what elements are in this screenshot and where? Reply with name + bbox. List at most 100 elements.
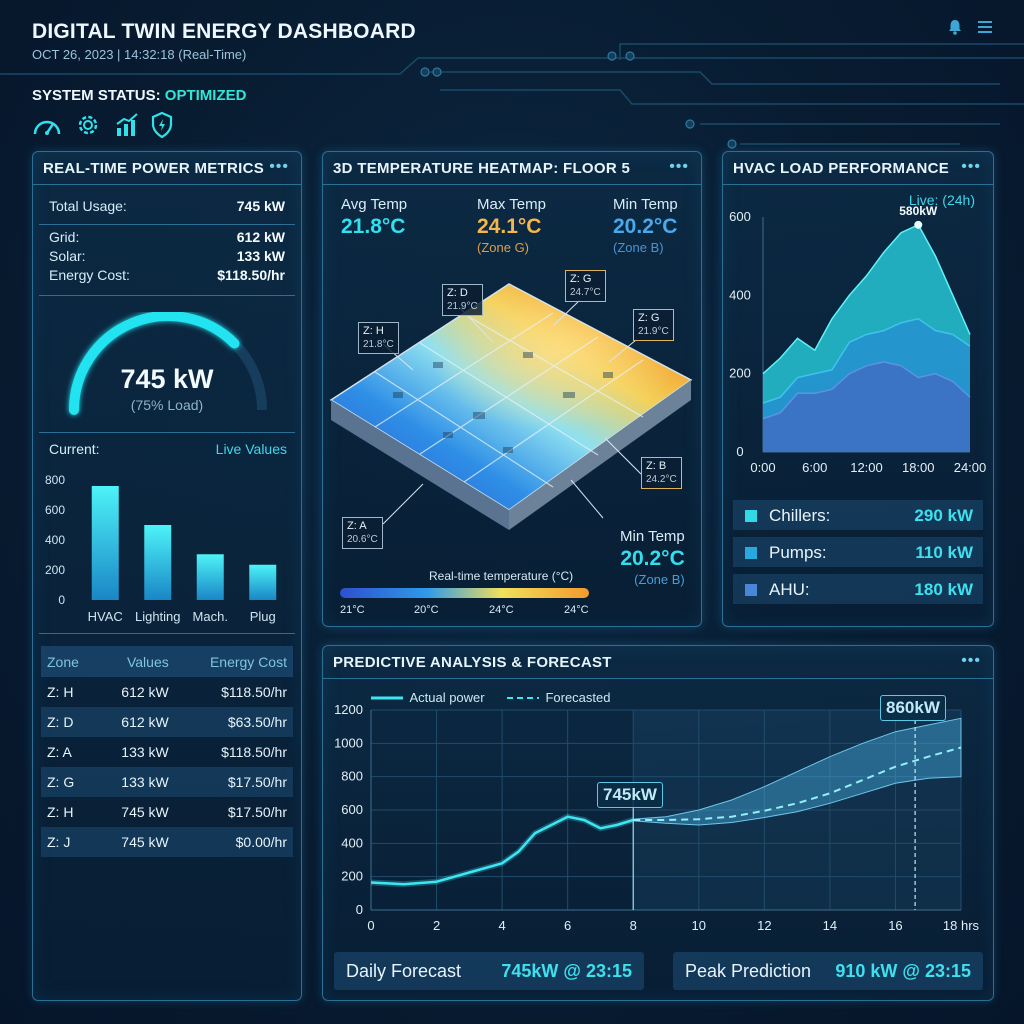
- current-power-callout: 745kW: [597, 782, 663, 808]
- room-walls: [374, 312, 644, 488]
- bell-icon[interactable]: [946, 18, 964, 41]
- zone-tag[interactable]: Z: B 24.2°C: [641, 457, 682, 489]
- legend-swatch: [745, 547, 757, 559]
- table-row[interactable]: Z: G 133 kW $17.50/hr: [41, 767, 293, 797]
- max-temp-zone: (Zone G): [477, 240, 530, 255]
- daily-forecast-value: 745kW @ 23:15: [501, 961, 632, 981]
- column-header: Zone: [47, 653, 79, 670]
- y-tick-label: 200: [729, 366, 751, 381]
- more-options-icon[interactable]: •••: [961, 652, 981, 669]
- system-status: SYSTEM STATUS: OPTIMIZED: [32, 87, 246, 104]
- divider: [323, 184, 701, 185]
- grid-value: 612 kW: [236, 229, 285, 245]
- gear-icon[interactable]: [75, 112, 101, 143]
- cost-cell: $118.50/hr: [221, 684, 287, 700]
- legend-swatch: [745, 584, 757, 596]
- max-temp-value: 24.1°C: [477, 215, 542, 238]
- cost-cell: $118.50/hr: [221, 744, 287, 760]
- scale-tick: 21°C: [340, 604, 365, 616]
- legend-row-pumps[interactable]: Pumps: 110 kW: [733, 537, 983, 567]
- x-tick-label: HVAC: [88, 609, 123, 624]
- peak-power-callout: 860kW: [880, 695, 946, 721]
- scale-tick: 20°C: [414, 604, 439, 616]
- panel-title: 3D TEMPERATURE HEATMAP: FLOOR 5: [333, 160, 631, 177]
- max-temp-stat: Max Temp 24.1°C (Zone G): [477, 196, 546, 255]
- y-tick-label: 600: [341, 802, 363, 817]
- y-tick-label: 200: [45, 563, 65, 577]
- x-tick-label: 6: [564, 918, 571, 933]
- zone-tag-label: Z: G: [570, 273, 592, 285]
- panel-title: PREDICTIVE ANALYSIS & FORECAST: [333, 654, 612, 671]
- zone-tag[interactable]: Z: G 21.9°C: [633, 309, 674, 341]
- y-tick-label: 1000: [334, 735, 363, 750]
- y-tick-label: 800: [45, 473, 65, 487]
- more-options-icon[interactable]: •••: [961, 158, 981, 175]
- daily-forecast-label: Daily Forecast: [346, 961, 462, 981]
- legend-forecast: Forecasted: [507, 689, 611, 707]
- floor-edge: [509, 380, 691, 530]
- y-tick-label: 400: [341, 835, 363, 850]
- x-tick-label: Plug: [250, 609, 276, 624]
- peak-prediction-box[interactable]: Peak Prediction 910 kW @ 23:15: [673, 952, 983, 990]
- zone-tag[interactable]: Z: G 24.7°C: [565, 270, 606, 302]
- heatmap-panel: 3D TEMPERATURE HEATMAP: FLOOR 5 ••• Avg …: [322, 151, 702, 627]
- bar: [144, 525, 172, 600]
- peak-prediction-value: 910 kW @ 23:15: [835, 961, 971, 981]
- bar: [91, 486, 119, 600]
- solar-value: 133 kW: [236, 248, 285, 264]
- grid-label: Grid:: [49, 229, 80, 245]
- panel-title: HVAC LOAD PERFORMANCE: [733, 160, 950, 177]
- live-values-link[interactable]: Live Values: [215, 441, 287, 457]
- zone-cell: Z: A: [47, 744, 72, 760]
- timestamp: OCT 26, 2023 | 14:32:18 (Real-Time): [32, 47, 247, 62]
- cost-cell: $63.50/hr: [168, 707, 293, 737]
- y-tick-label: 400: [45, 533, 65, 547]
- growth-chart-icon[interactable]: [114, 112, 140, 143]
- divider: [39, 633, 295, 634]
- table-row[interactable]: Z: J 745 kW $0.00/hr: [41, 827, 293, 857]
- table-row[interactable]: Z: H 745 kW $17.50/hr: [41, 797, 293, 827]
- y-tick-label: 0: [736, 444, 743, 459]
- load-gauge: [69, 312, 267, 415]
- series-area-ahu: [763, 361, 970, 452]
- scale-label: Real-time temperature (°C): [429, 569, 574, 583]
- zone-tag[interactable]: Z: D 21.9°C: [442, 284, 483, 316]
- legend-row-chillers[interactable]: Chillers: 290 kW: [733, 500, 983, 530]
- more-options-icon[interactable]: •••: [669, 158, 689, 175]
- peak-label: 580kW: [899, 204, 938, 218]
- table-header-row: Zone Values Energy Cost: [41, 646, 293, 677]
- divider: [33, 184, 301, 185]
- x-tick-label: 10: [692, 918, 706, 933]
- forecast-line: [633, 746, 962, 821]
- speedometer-icon[interactable]: [32, 112, 62, 143]
- series-line-chillers: [762, 223, 971, 375]
- more-options-icon[interactable]: •••: [269, 158, 289, 175]
- table-row[interactable]: Z: D 612 kW $63.50/hr: [41, 707, 293, 737]
- y-tick-label: 600: [729, 209, 751, 224]
- zone-table: Zone Values Energy Cost Z: H 612 kW $118…: [41, 646, 293, 857]
- value-cell: 133 kW: [121, 744, 169, 760]
- table-row[interactable]: Z: H 612 kW $118.50/hr: [41, 677, 293, 707]
- zone-tag-temp: 20.6°C: [347, 534, 378, 545]
- total-usage-label: Total Usage:: [49, 198, 127, 214]
- shield-icon[interactable]: [150, 111, 174, 144]
- min-temp-label: Min Temp: [613, 196, 678, 213]
- legend-label: Chillers:: [769, 506, 831, 525]
- min-temp-value: 20.2°C: [613, 215, 678, 238]
- zone-tag-temp: 21.9°C: [638, 326, 669, 337]
- x-tick-label: Mach.: [193, 609, 228, 624]
- room-furniture: [393, 352, 613, 453]
- legend-swatch: [745, 510, 757, 522]
- menu-icon[interactable]: [977, 20, 993, 39]
- zone-tag-temp: 24.2°C: [646, 474, 677, 485]
- min-temp-value: 20.2°C: [620, 547, 685, 570]
- legend-row-ahu[interactable]: AHU: 180 kW: [733, 574, 983, 604]
- zone-tag[interactable]: Z: A 20.6°C: [342, 517, 383, 549]
- avg-temp-value: 21.8°C: [341, 215, 406, 238]
- legend-actual-label: Actual power: [409, 690, 485, 705]
- zone-tag-temp: 21.8°C: [363, 339, 394, 350]
- daily-forecast-box[interactable]: Daily Forecast 745kW @ 23:15: [334, 952, 644, 990]
- zone-tag[interactable]: Z: H 21.8°C: [358, 322, 399, 354]
- table-row[interactable]: Z: A 133 kW $118.50/hr: [41, 737, 293, 767]
